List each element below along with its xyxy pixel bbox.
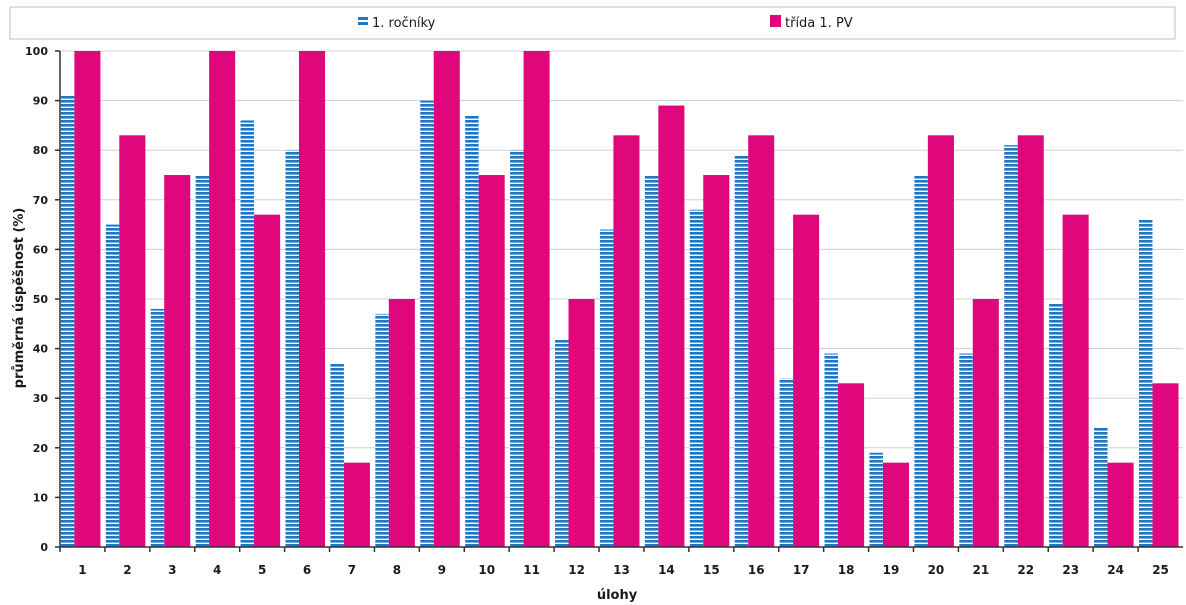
bar-series-2 [388, 299, 415, 547]
x-tick-label: 3 [168, 563, 176, 577]
bar-series-1 [105, 224, 120, 547]
bar-series-2 [343, 462, 370, 547]
bar-series-2 [74, 51, 101, 547]
bar-series-2 [1062, 214, 1089, 547]
y-tick-label: 40 [33, 343, 49, 356]
legend-label-series-1: 1. ročníky [372, 16, 436, 31]
legend-swatch-series-2 [770, 15, 781, 27]
bar-series-1 [599, 229, 614, 547]
bar-series-1 [1004, 145, 1018, 548]
bar-series-2 [838, 383, 865, 547]
y-tick-labels: 0 10 20 30 40 50 60 70 80 90 100 [25, 45, 60, 554]
bar-series-1 [1094, 427, 1108, 547]
x-tick-label: 2 [123, 563, 131, 577]
bar-series-2 [209, 51, 236, 547]
y-tick-label: 70 [33, 194, 49, 207]
x-tick-label: 14 [658, 563, 675, 577]
legend-box [9, 6, 1176, 40]
x-tick-label: 18 [838, 563, 855, 577]
bar-series-2 [703, 175, 730, 547]
legend-swatch-series-1-b [358, 22, 368, 25]
x-tick-label: 13 [613, 563, 630, 577]
bar-series-2 [119, 135, 146, 547]
bar-series-1 [285, 150, 299, 547]
bar-series-2 [613, 135, 640, 547]
y-tick-label: 20 [33, 442, 49, 455]
x-axis-title: úlohy [597, 588, 638, 603]
x-tick-label: 11 [523, 563, 540, 577]
bar-series-2 [972, 299, 999, 547]
bar-series-2 [658, 105, 685, 547]
bar-series-2 [927, 135, 954, 547]
bar-series-1 [1049, 303, 1063, 547]
bar-series-1 [959, 353, 973, 547]
x-tick-label: 24 [1107, 563, 1124, 577]
x-tick-label: 6 [303, 563, 311, 577]
bar-series-1 [1138, 219, 1153, 547]
bar-series-1 [689, 209, 704, 547]
legend-label-series-2: třída 1. PV [785, 16, 853, 31]
bar-series-1 [869, 452, 883, 547]
bar-series-2 [882, 462, 909, 547]
bar-series-2 [1017, 135, 1044, 547]
bar-series-1 [779, 378, 794, 547]
bar-series-1 [914, 175, 928, 547]
x-tick-label: 9 [438, 563, 446, 577]
y-tick-label: 50 [33, 293, 49, 306]
bars [60, 51, 1179, 548]
x-tick-labels: 1 2 3 4 5 6 7 8 9 10 11 12 13 14 15 16 17 18 19 20 21 22 23 24 2… [59, 547, 1169, 577]
x-tick-label: 8 [393, 563, 401, 577]
bar-series-1 [240, 120, 255, 547]
y-tick-label: 30 [33, 392, 49, 405]
x-tick-label: 22 [1017, 563, 1034, 577]
bar-series-1 [824, 353, 839, 547]
bar-series-1 [734, 155, 749, 547]
bar-series-1 [510, 150, 524, 547]
bar-series-2 [793, 214, 820, 547]
y-tick-label: 60 [33, 243, 49, 256]
bar-series-1 [150, 308, 165, 547]
bar-series-1 [195, 175, 210, 547]
bar-series-1 [420, 100, 434, 547]
x-tick-label: 4 [213, 563, 221, 577]
y-tick-label: 90 [33, 95, 49, 108]
x-tick-label: 10 [478, 563, 495, 577]
x-tick-label: 20 [928, 563, 945, 577]
bar-series-2 [254, 214, 281, 547]
bar-series-1 [465, 115, 479, 547]
bar-series-2 [1107, 462, 1134, 547]
bar-series-2 [298, 51, 326, 547]
x-tick-label: 1 [78, 563, 86, 577]
legend: 1. ročníky třída 1. PV [9, 6, 1176, 40]
bar-series-2 [748, 135, 775, 547]
y-tick-label: 10 [33, 491, 49, 504]
x-tick-label: 7 [348, 563, 356, 577]
y-tick-label: 0 [40, 541, 48, 554]
bar-series-1 [555, 338, 569, 547]
x-tick-label: 16 [748, 563, 765, 577]
x-tick-label: 23 [1062, 563, 1079, 577]
y-tick-label: 100 [25, 45, 48, 58]
bar-series-2 [433, 51, 460, 547]
x-tick-label: 17 [793, 563, 810, 577]
x-tick-label: 5 [258, 563, 266, 577]
x-tick-label: 21 [973, 563, 990, 577]
bar-series-2 [568, 299, 595, 547]
y-axis-title: průměrná úspěšnost (%) [12, 208, 27, 389]
x-tick-label: 12 [568, 563, 585, 577]
bar-series-1 [644, 175, 659, 547]
bar-series-2 [523, 51, 550, 547]
legend-swatch-series-1 [358, 17, 368, 20]
bar-series-2 [478, 175, 505, 547]
bar-series-2 [164, 175, 191, 547]
x-tick-label: 19 [883, 563, 900, 577]
bar-series-1 [375, 313, 389, 547]
x-tick-label: 15 [703, 563, 720, 577]
bar-series-2 [1152, 383, 1179, 547]
x-tick-label: 25 [1152, 563, 1169, 577]
y-tick-label: 80 [33, 144, 49, 157]
bar-series-1 [330, 363, 344, 547]
bar-series-1 [60, 95, 75, 547]
